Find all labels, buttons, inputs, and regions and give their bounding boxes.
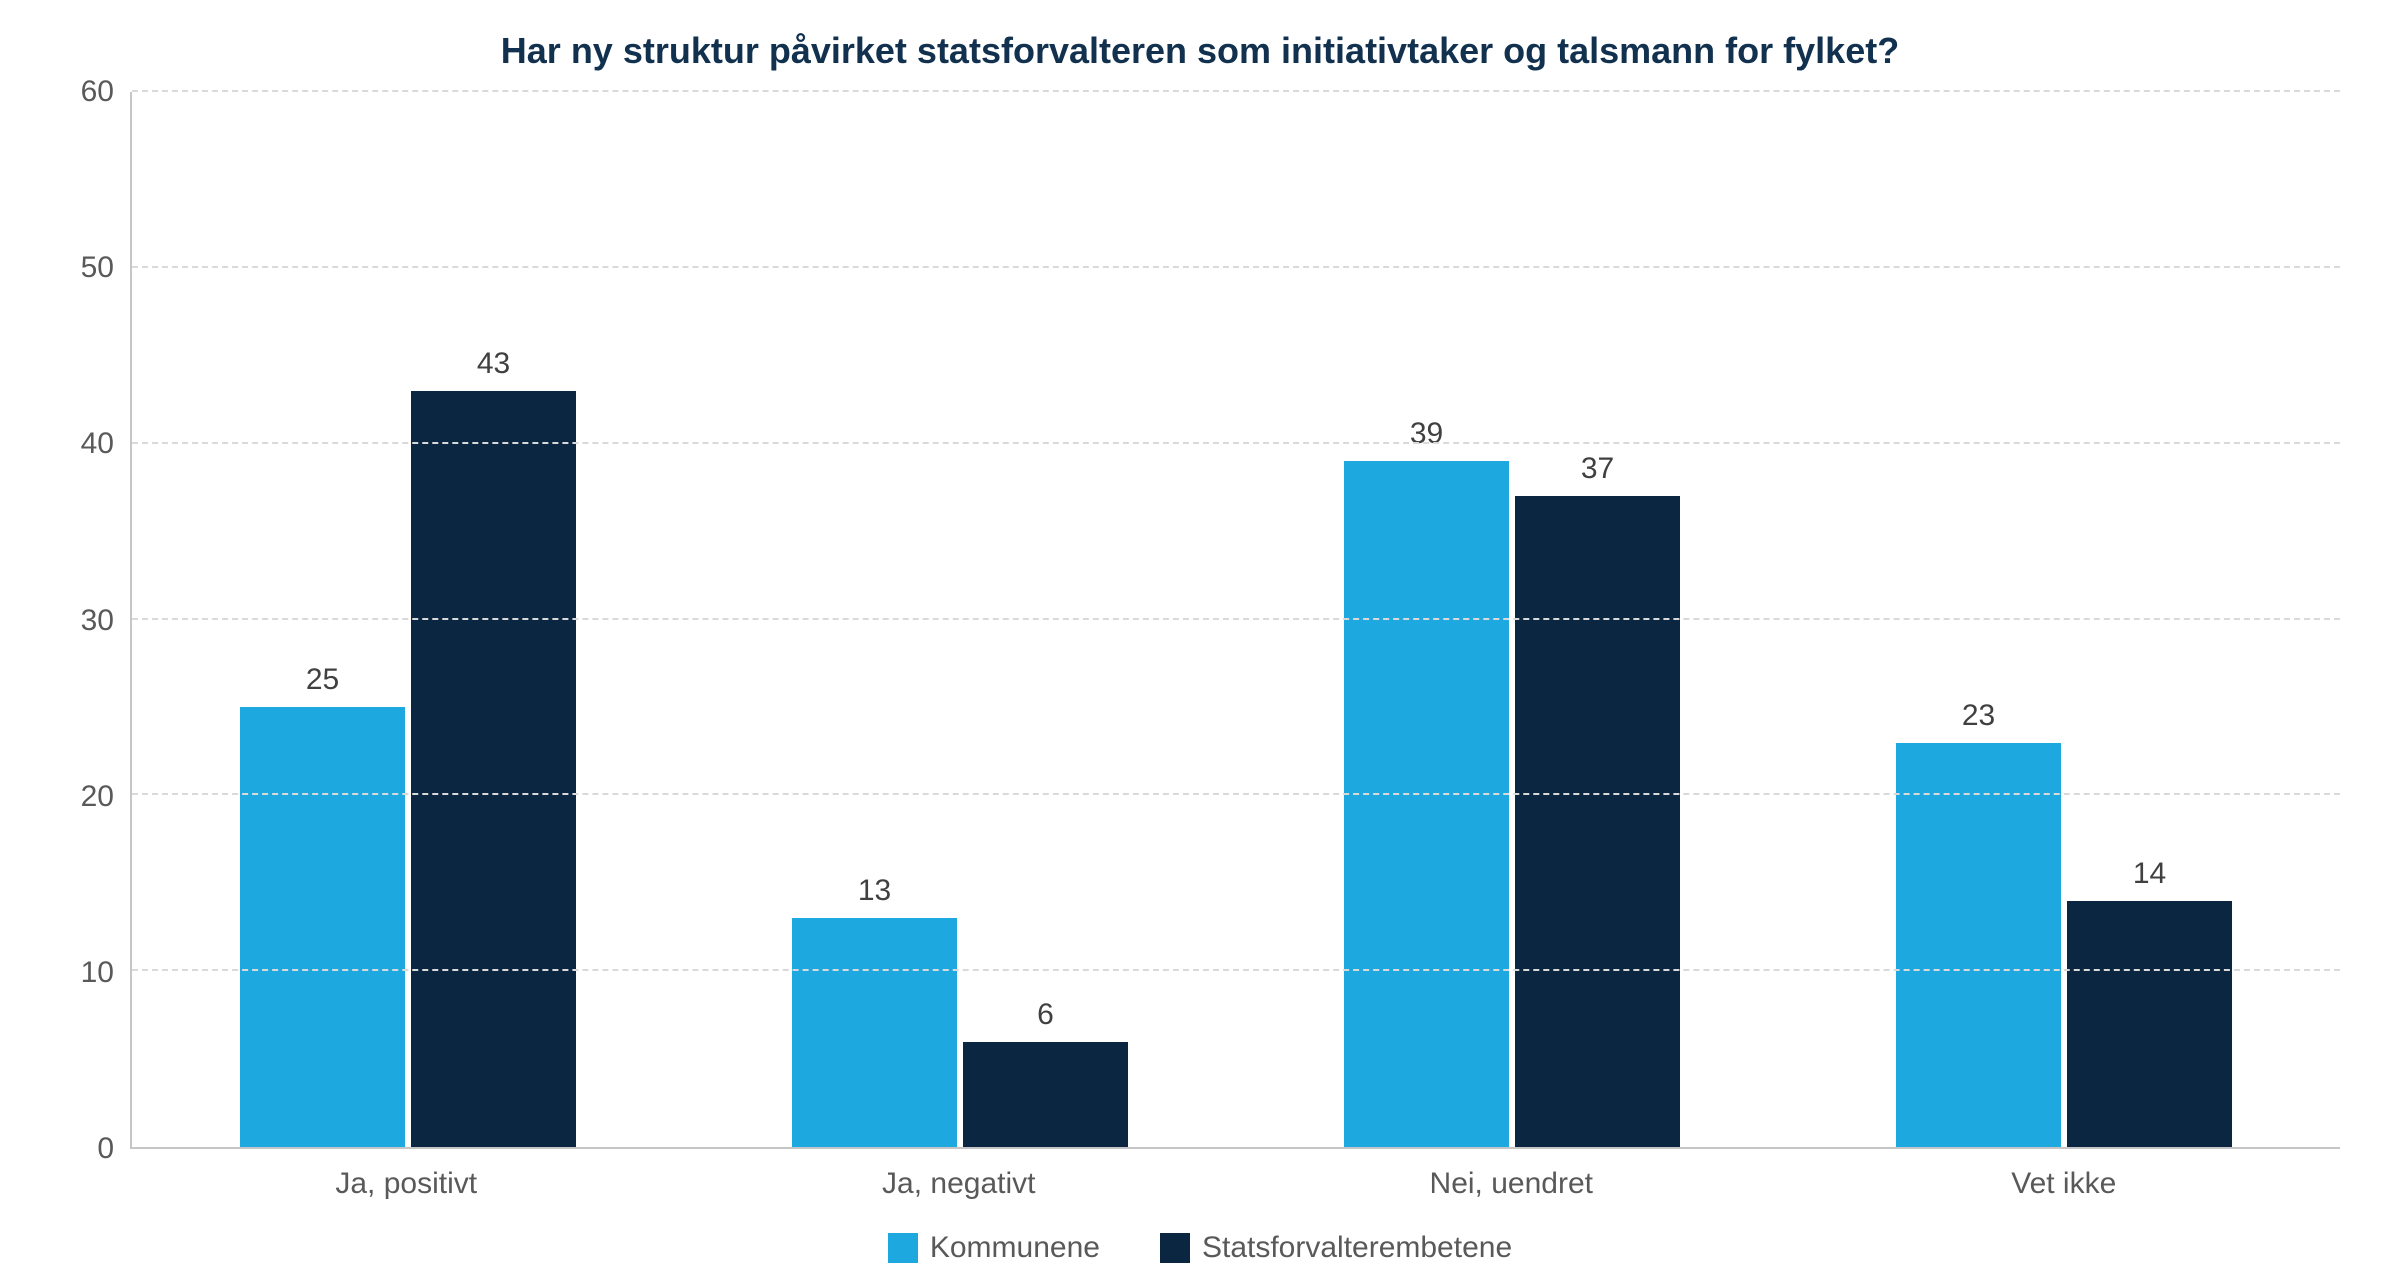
bar-value-label: 23 [1962,699,1995,733]
x-tick-label: Ja, positivt [130,1149,683,1201]
grid-line [132,969,2340,971]
plot-wrapper: 0102030405060 254313639372314 [60,92,2340,1149]
bar: 14 [2067,901,2232,1147]
bar: 43 [411,391,576,1147]
bar: 13 [792,918,957,1147]
bar: 23 [1896,743,2061,1147]
y-tick-label: 20 [81,780,114,814]
y-tick-label: 10 [81,956,114,990]
bar-value-label: 14 [2133,857,2166,891]
bar: 39 [1344,461,1509,1147]
legend-label: Kommunene [930,1231,1100,1265]
y-axis: 0102030405060 [60,92,130,1149]
bar-value-label: 43 [477,347,510,381]
y-tick-label: 60 [81,75,114,109]
grid-line [132,266,2340,268]
y-tick-label: 50 [81,251,114,285]
x-tick-label: Ja, negativt [683,1149,1236,1201]
bar-group: 2314 [1788,92,2340,1147]
bar-value-label: 39 [1410,417,1443,451]
legend-swatch [888,1233,918,1263]
legend-item: Statsforvalterembetene [1160,1231,1512,1265]
bars-layer: 254313639372314 [132,92,2340,1147]
grid-line [132,442,2340,444]
bar-value-label: 13 [858,874,891,908]
y-tick-label: 30 [81,604,114,638]
bar-group: 2543 [132,92,684,1147]
grid-line [132,793,2340,795]
bar: 37 [1515,496,1680,1147]
grid-line [132,618,2340,620]
legend: Kommunene Statsforvalterembetene [60,1231,2340,1265]
bar-group: 136 [684,92,1236,1147]
bar: 6 [963,1042,1128,1148]
y-tick-label: 40 [81,427,114,461]
legend-label: Statsforvalterembetene [1202,1231,1512,1265]
bar-value-label: 37 [1581,452,1614,486]
y-tick-label: 0 [97,1132,114,1166]
legend-item: Kommunene [888,1231,1100,1265]
x-tick-label: Nei, uendret [1235,1149,1788,1201]
plot-area: 254313639372314 [130,92,2340,1149]
legend-swatch [1160,1233,1190,1263]
chart-title: Har ny struktur påvirket statsforvaltere… [60,30,2340,72]
x-tick-label: Vet ikke [1788,1149,2341,1201]
x-axis: Ja, positivtJa, negativtNei, uendretVet … [130,1149,2340,1201]
bar: 25 [240,707,405,1147]
bar-group: 3937 [1236,92,1788,1147]
bar-value-label: 25 [306,663,339,697]
bar-value-label: 6 [1037,998,1054,1032]
grid-line [132,90,2340,92]
bar-chart: Har ny struktur påvirket statsforvaltere… [0,0,2400,1285]
